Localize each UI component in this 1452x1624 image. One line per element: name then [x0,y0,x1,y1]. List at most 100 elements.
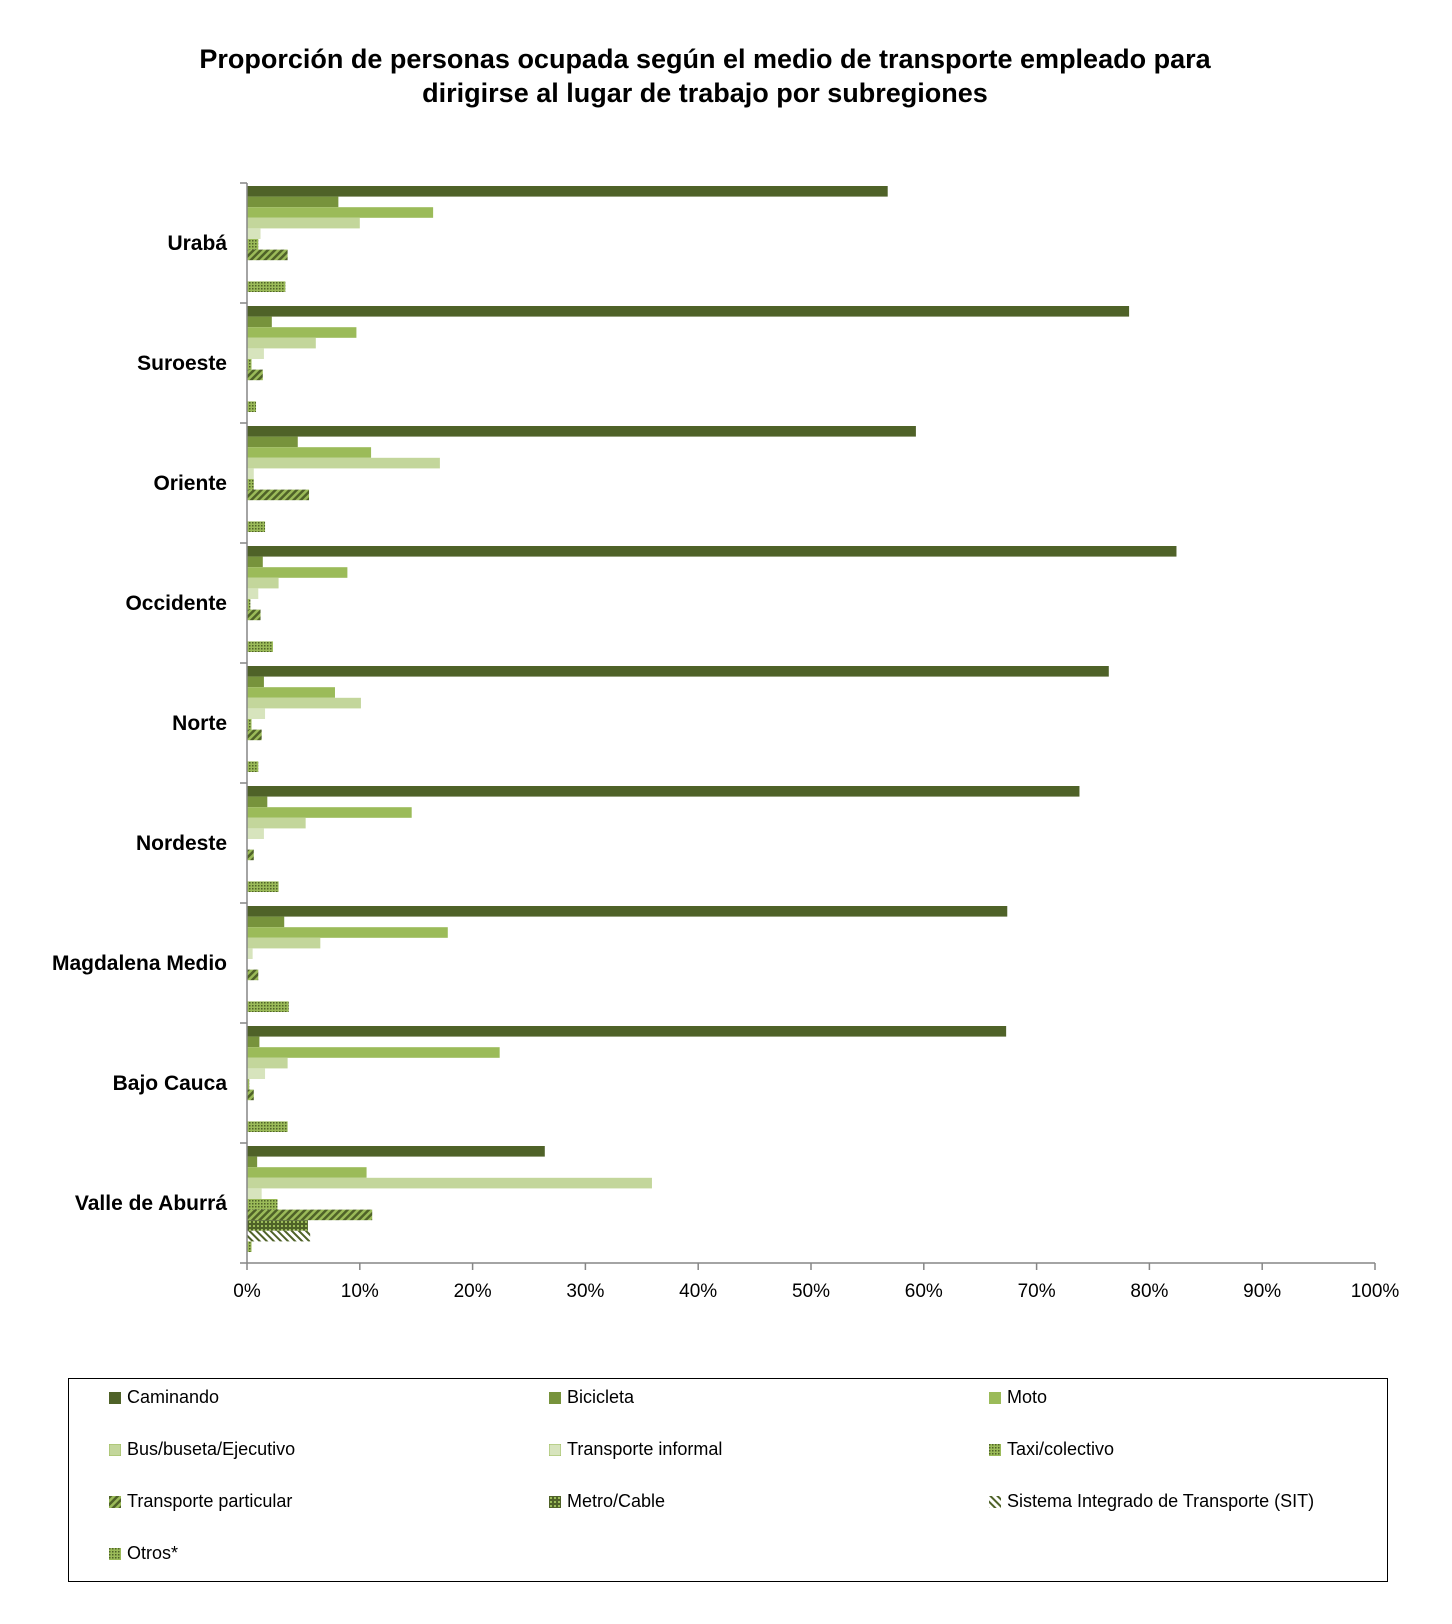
bar-bajo-cauca-caminando [247,1026,1007,1037]
bar-norte-bus-buseta-ejecutivo [247,697,361,709]
bar-bajo-cauca-transporte-informal [247,1068,266,1079]
legend-label: Transporte particular [127,1491,293,1511]
category-label-nordeste: Nordeste [136,832,227,855]
bar-chart: 0% 10% 20% 30% 40% 50% 60% 70% 80% 90% 100% Urabá Su… [52,182,1399,1302]
bar-occidente-transporte-informal [247,588,259,599]
bar-occidente-bus-buseta-ejecutivo [247,577,279,589]
legend-label: Otros* [127,1543,179,1563]
bar-valle-de-aburra-taxi-colectivo [247,1199,278,1210]
bar-suroeste-taxi-colectivo [247,359,252,370]
bar-norte-moto [247,687,335,698]
legend-item-transporte-particular: Transporte particular [109,1491,292,1512]
x-tick-label: 90% [1243,1281,1281,1302]
legend-swatch [549,1391,561,1404]
x-tick-label: 60% [905,1281,943,1302]
bar-magdalena-medio-transporte-informal [247,948,253,959]
bar-valle-de-aburra-sistema-integrado-de-transporte-sit [247,1230,311,1242]
chart-title-line-1: Proporción de personas ocupada según el … [199,44,1211,74]
legend-swatch [109,1391,121,1404]
x-tick-label: 20% [454,1281,492,1302]
legend-item-sistema-integrado-de-transporte-sit: Sistema Integrado de Transporte (SIT) [989,1491,1314,1512]
legend-item-caminando: Caminando [109,1387,219,1408]
bar-oriente-transporte-informal [247,468,254,479]
legend-item-bus-buseta-ejecutivo: Bus/buseta/Ejecutivo [109,1439,295,1460]
x-tick-label: 80% [1130,1281,1168,1302]
legend-item-transporte-informal: Transporte informal [549,1439,722,1460]
bar-suroeste-transporte-informal [247,348,264,359]
x-tick-label: 70% [1018,1281,1056,1302]
bar-nordeste-bicicleta [247,796,268,808]
legend-label: Taxi/colectivo [1007,1439,1115,1459]
bar-occidente-caminando [247,546,1177,557]
bar-uraba-transporte-informal [247,228,261,239]
bar-bajo-cauca-bus-buseta-ejecutivo [247,1057,288,1069]
bar-bajo-cauca-taxi-colectivo [247,1079,250,1090]
legend-label: Metro/Cable [567,1491,666,1511]
bar-valle-de-aburra-transporte-informal [247,1188,262,1199]
x-tick-label: 50% [792,1281,830,1302]
axes-layer [240,182,1376,1270]
bar-uraba-bus-buseta-ejecutivo [247,217,360,229]
legend-item-otros: Otros* [109,1543,178,1564]
legend-item-moto: Moto [989,1387,1047,1408]
bar-norte-otros [247,761,259,772]
bar-suroeste-caminando [247,306,1130,317]
x-tick-label: 30% [566,1281,604,1302]
bar-norte-bicicleta [247,676,264,688]
bar-bajo-cauca-otros [247,1121,288,1132]
bar-occidente-otros [247,641,273,652]
bar-norte-caminando [247,666,1109,677]
legend-item-bicicleta: Bicicleta [549,1387,634,1408]
bar-valle-de-aburra-otros [247,1241,252,1252]
x-tick-label: 10% [341,1281,379,1302]
bar-magdalena-medio-bicicleta [247,916,285,928]
bar-valle-de-aburra-metro-cable [247,1220,308,1231]
chart-title: Proporción de personas ocupada según el … [40,42,1370,110]
bar-nordeste-caminando [247,786,1080,797]
bar-nordeste-otros [247,881,279,892]
bar-oriente-bus-buseta-ejecutivo [247,457,440,469]
category-label-occidente: Occidente [125,592,227,615]
category-label-norte: Norte [172,712,227,735]
bar-uraba-transporte-particular [247,249,288,261]
x-tick-label: 100% [1351,1281,1400,1302]
x-tick-label: 40% [679,1281,717,1302]
legend-label: Transporte informal [567,1439,723,1459]
bar-magdalena-medio-bus-buseta-ejecutivo [247,937,321,949]
bar-uraba-bicicleta [247,196,339,208]
bar-bajo-cauca-transporte-particular [247,1089,254,1101]
legend-label: Caminando [127,1387,220,1407]
legend-label: Sistema Integrado de Transporte (SIT) [1007,1491,1315,1511]
category-label-magdalena-medio: Magdalena Medio [52,952,227,975]
bar-nordeste-bus-buseta-ejecutivo [247,817,306,829]
category-label-uraba: Urabá [167,232,227,255]
bar-occidente-taxi-colectivo [247,599,251,610]
legend-label: Bus/buseta/Ejecutivo [127,1439,296,1459]
legend-item-taxi-colectivo: Taxi/colectivo [989,1439,1114,1460]
bar-magdalena-medio-transporte-particular [247,969,259,981]
bar-magdalena-medio-moto [247,927,448,938]
category-label-oriente: Oriente [153,472,227,495]
bar-bajo-cauca-bicicleta [247,1036,260,1048]
bar-suroeste-otros [247,401,257,412]
bar-uraba-otros [247,281,286,292]
legend-swatch [109,1547,121,1560]
bar-suroeste-bicicleta [247,316,272,328]
bars-layer [247,186,1177,1252]
legend-swatch [549,1443,561,1456]
legend-swatch [989,1391,1001,1404]
bar-oriente-moto [247,447,372,458]
category-label-valle-de-aburra: Valle de Aburrá [75,1192,227,1215]
bar-bajo-cauca-moto [247,1047,500,1058]
chart-title-line-2: dirigirse al lugar de trabajo por subreg… [422,78,988,108]
bar-valle-de-aburra-moto [247,1167,367,1178]
labels-layer: 0% 10% 20% 30% 40% 50% 60% 70% 80% 90% 100% Urabá Su… [52,232,1399,1302]
bar-suroeste-transporte-particular [247,369,263,381]
bar-norte-taxi-colectivo [247,719,252,730]
bar-valle-de-aburra-transporte-particular [247,1209,373,1221]
bar-uraba-moto [247,207,434,218]
bar-occidente-bicicleta [247,556,263,568]
bar-nordeste-moto [247,807,412,818]
bar-magdalena-medio-otros [247,1001,289,1012]
bar-uraba-taxi-colectivo [247,239,259,250]
